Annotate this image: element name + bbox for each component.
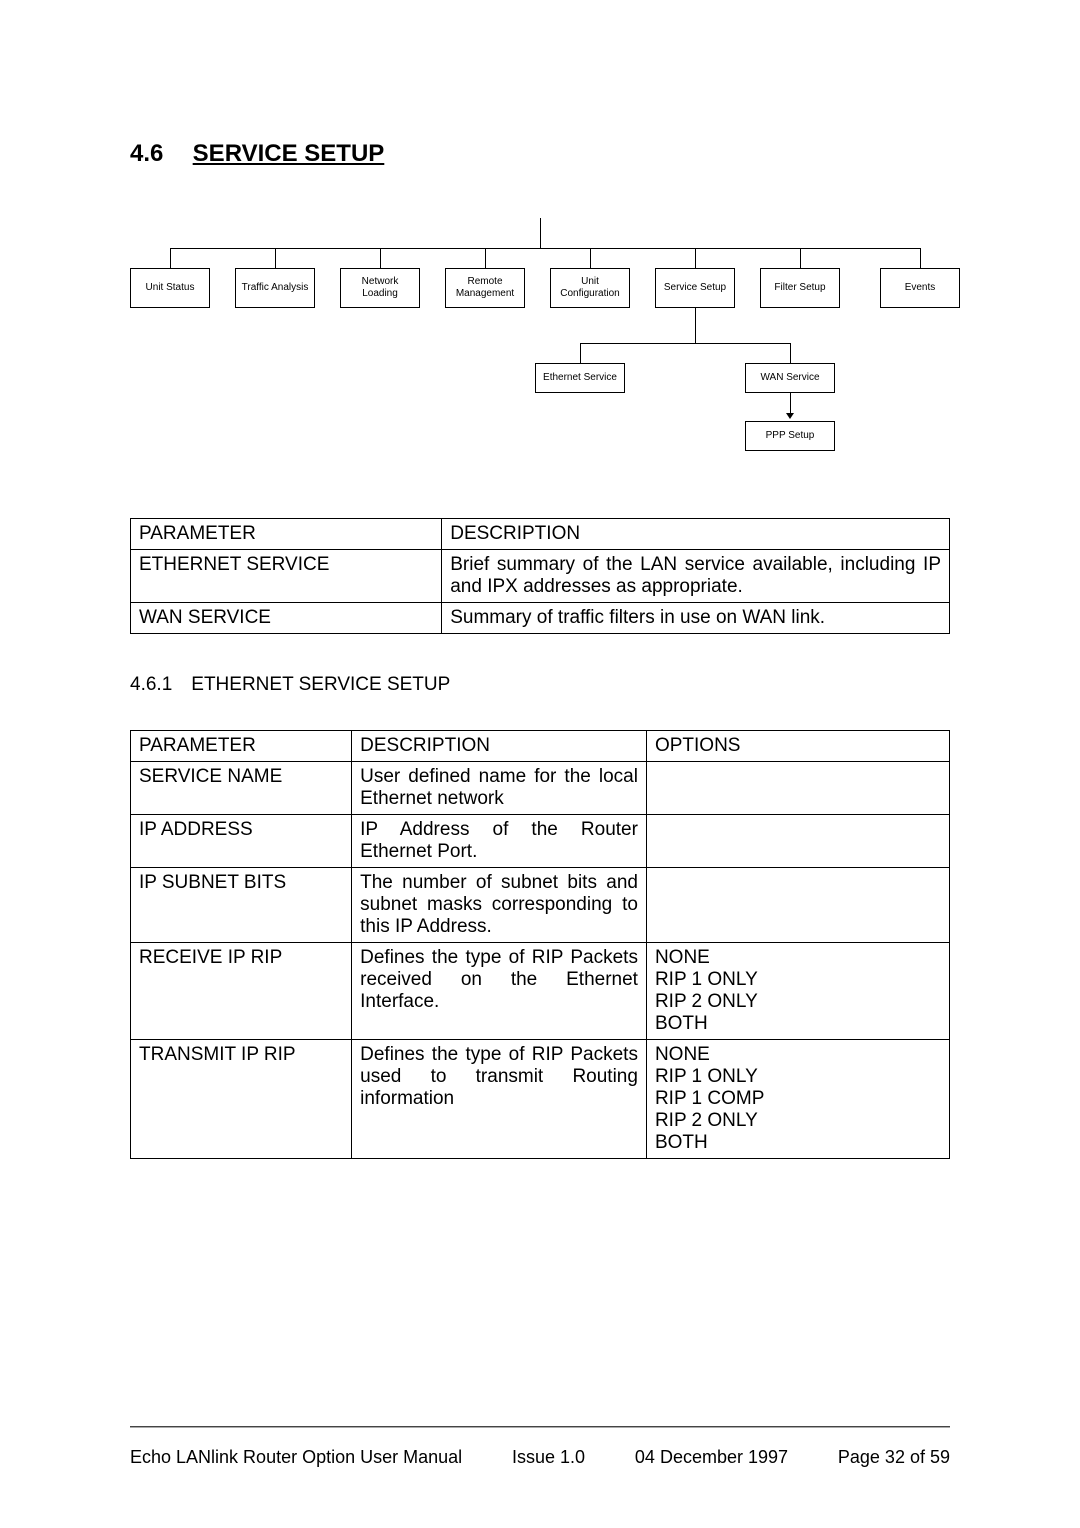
node-label: Traffic Analysis xyxy=(242,282,309,294)
header-description: DESCRIPTION xyxy=(352,731,647,762)
diagram-node: Unit Status xyxy=(130,268,210,308)
diagram-node: Remote Management xyxy=(445,268,525,308)
footer-issue: Issue 1.0 xyxy=(512,1447,585,1468)
cell-options: NONE RIP 1 ONLY RIP 1 COMP RIP 2 ONLY BO… xyxy=(646,1040,949,1159)
subsection-number: 4.6.1 xyxy=(130,674,186,696)
table-row: PARAMETER DESCRIPTION OPTIONS xyxy=(131,731,950,762)
diagram-line xyxy=(790,343,791,363)
node-label: Unit Status xyxy=(146,282,195,294)
cell-options xyxy=(646,815,949,868)
diagram-line xyxy=(580,343,581,363)
diagram-line xyxy=(695,308,696,343)
cell-param: ETHERNET SERVICE xyxy=(131,550,442,603)
node-label: Filter Setup xyxy=(774,282,825,294)
diagram-line xyxy=(275,248,276,268)
page-footer: Echo LANlink Router Option User Manual I… xyxy=(130,1447,950,1468)
node-label: PPP Setup xyxy=(766,430,815,442)
node-label: Remote Management xyxy=(448,276,522,300)
node-label: WAN Service xyxy=(760,372,819,384)
table-row: ETHERNET SERVICE Brief summary of the LA… xyxy=(131,550,950,603)
cell-options xyxy=(646,868,949,943)
table-row: IP ADDRESS IP Address of the Router Ethe… xyxy=(131,815,950,868)
diagram-node: Filter Setup xyxy=(760,268,840,308)
cell-options xyxy=(646,762,949,815)
diagram-line xyxy=(170,248,171,268)
cell-desc: Brief summary of the LAN service availab… xyxy=(442,550,950,603)
footer-page: Page 32 of 59 xyxy=(838,1447,950,1468)
header-parameter: PARAMETER xyxy=(131,519,442,550)
node-label: Events xyxy=(905,282,936,294)
footer-divider xyxy=(130,1426,950,1428)
cell-param: TRANSMIT IP RIP xyxy=(131,1040,352,1159)
table-row: IP SUBNET BITS The number of subnet bits… xyxy=(131,868,950,943)
table-row: PARAMETER DESCRIPTION xyxy=(131,519,950,550)
cell-param: SERVICE NAME xyxy=(131,762,352,815)
table-row: TRANSMIT IP RIP Defines the type of RIP … xyxy=(131,1040,950,1159)
cell-desc: The number of subnet bits and subnet mas… xyxy=(352,868,647,943)
arrow-down-icon xyxy=(786,413,794,419)
ethernet-service-table: PARAMETER DESCRIPTION OPTIONS SERVICE NA… xyxy=(130,730,950,1159)
diagram-line xyxy=(695,248,696,268)
header-parameter: PARAMETER xyxy=(131,731,352,762)
service-summary-table: PARAMETER DESCRIPTION ETHERNET SERVICE B… xyxy=(130,518,950,634)
subsection-heading: 4.6.1 ETHERNET SERVICE SETUP xyxy=(130,674,950,696)
header-description: DESCRIPTION xyxy=(442,519,950,550)
cell-options: NONE RIP 1 ONLY RIP 2 ONLY BOTH xyxy=(646,943,949,1040)
diagram-line xyxy=(800,248,801,268)
node-label: Ethernet Service xyxy=(543,372,617,384)
footer-doc-title: Echo LANlink Router Option User Manual xyxy=(130,1447,462,1468)
header-options: OPTIONS xyxy=(646,731,949,762)
diagram-line xyxy=(170,248,920,249)
table-row: SERVICE NAME User defined name for the l… xyxy=(131,762,950,815)
node-label: Network Loading xyxy=(343,276,417,300)
diagram-line xyxy=(485,248,486,268)
diagram-node: Network Loading xyxy=(340,268,420,308)
diagram-node-ppp: PPP Setup xyxy=(745,421,835,451)
section-heading: 4.6 SERVICE SETUP xyxy=(130,140,950,168)
table-row: WAN SERVICE Summary of traffic filters i… xyxy=(131,603,950,634)
diagram-line xyxy=(590,248,591,268)
cell-param: WAN SERVICE xyxy=(131,603,442,634)
diagram-line xyxy=(580,343,790,344)
footer-date: 04 December 1997 xyxy=(635,1447,788,1468)
diagram-node: Events xyxy=(880,268,960,308)
subsection-title: ETHERNET SERVICE SETUP xyxy=(191,674,450,695)
node-label: Unit Configuration xyxy=(553,276,627,300)
node-label: Service Setup xyxy=(664,282,726,294)
diagram-line xyxy=(920,248,921,268)
cell-param: IP ADDRESS xyxy=(131,815,352,868)
cell-param: IP SUBNET BITS xyxy=(131,868,352,943)
cell-param: RECEIVE IP RIP xyxy=(131,943,352,1040)
table-row: RECEIVE IP RIP Defines the type of RIP P… xyxy=(131,943,950,1040)
cell-desc: Defines the type of RIP Packets received… xyxy=(352,943,647,1040)
diagram-line xyxy=(380,248,381,268)
cell-desc: User defined name for the local Ethernet… xyxy=(352,762,647,815)
section-number: 4.6 xyxy=(130,140,186,168)
diagram-line xyxy=(790,393,791,415)
cell-desc: IP Address of the Router Ethernet Port. xyxy=(352,815,647,868)
diagram-node: Unit Configuration xyxy=(550,268,630,308)
cell-desc: Summary of traffic filters in use on WAN… xyxy=(442,603,950,634)
diagram-node: Traffic Analysis xyxy=(235,268,315,308)
cell-desc: Defines the type of RIP Packets used to … xyxy=(352,1040,647,1159)
section-title-text: SERVICE SETUP xyxy=(193,140,385,167)
hierarchy-diagram: Unit Status Traffic Analysis Network Loa… xyxy=(130,218,950,458)
diagram-line xyxy=(540,218,541,248)
diagram-node-wan: WAN Service xyxy=(745,363,835,393)
diagram-node-ethernet: Ethernet Service xyxy=(535,363,625,393)
diagram-node: Service Setup xyxy=(655,268,735,308)
